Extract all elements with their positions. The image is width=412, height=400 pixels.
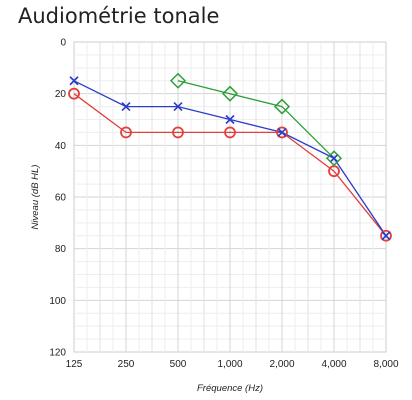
y-tick-label: 0 [60,38,66,49]
y-tick-label: 20 [55,89,67,100]
circle-marker [224,126,236,139]
x-marker [173,102,183,112]
chart-title: Audiométrie tonale [18,4,220,28]
x-tick-label: 2,000 [269,359,294,370]
y-tick-label: 60 [55,193,67,204]
y-tick-label: 80 [55,244,67,255]
x-marker [381,231,391,241]
x-marker [121,102,131,112]
x-marker [277,127,287,137]
circle-marker [68,87,80,100]
x-axis-title: Fréquence (Hz) [197,383,263,394]
circle-marker [380,229,392,242]
circle-marker [276,126,288,139]
x-marker [69,76,79,86]
y-axis-title: Niveau (dB HL) [30,165,41,230]
x-marker [329,153,339,163]
circle-marker [120,126,132,139]
x-tick-label: 125 [66,359,83,370]
series-line-diamond [177,80,335,159]
x-tick-label: 1,000 [217,359,242,370]
diamond-marker [325,150,343,167]
y-tick-label: 100 [49,296,66,307]
x-tick-label: 250 [118,359,135,370]
diamond-marker [273,98,291,115]
y-tick-label: 40 [55,141,67,152]
x-tick-label: 8,000 [373,359,398,370]
x-tick-label: 4,000 [321,359,346,370]
x-axis-ticks: 125 250 500 1,000 2,000 4,000 8,000 [66,359,399,370]
series-line-circle [73,93,387,237]
diamond-marker [221,85,239,102]
x-marker [225,114,235,125]
x-tick-label: 500 [170,359,187,370]
y-axis-ticks: 0 20 40 60 80 100 120 [49,38,66,359]
circle-marker [172,126,184,139]
diamond-marker [169,72,187,89]
y-tick-label: 120 [49,348,66,359]
series-markers [68,72,392,242]
